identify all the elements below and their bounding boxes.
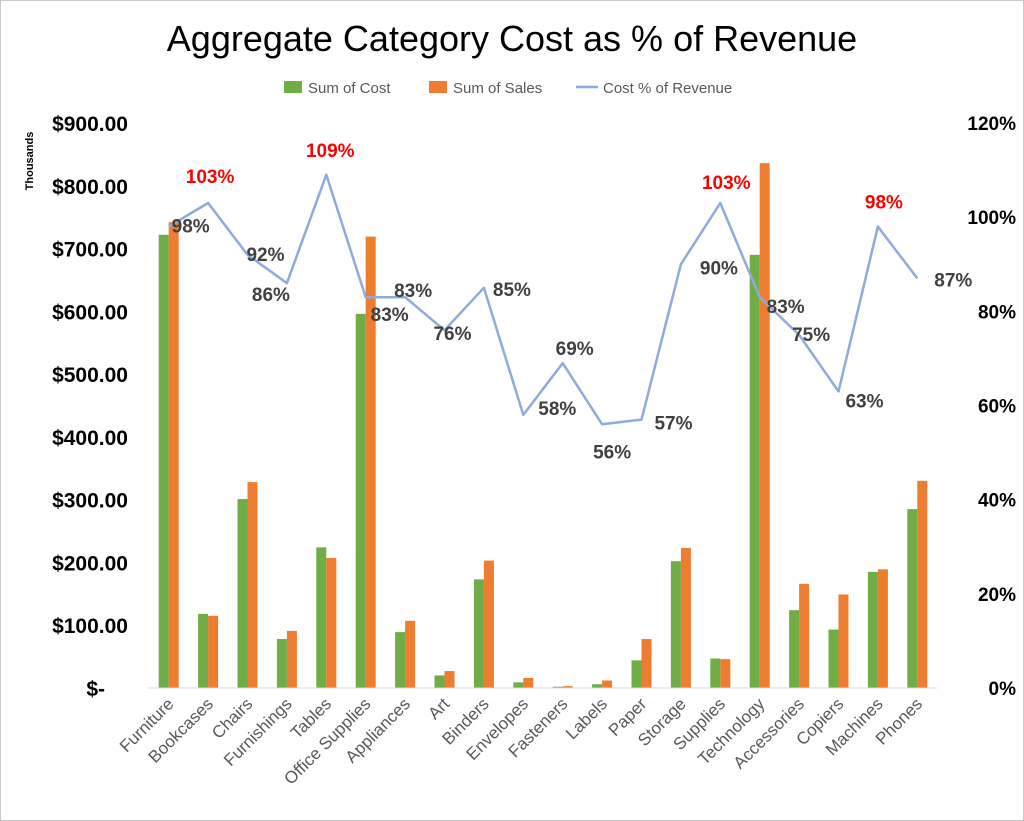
bar-sum-of-cost [828,629,839,688]
bar-sum-of-cost [907,509,918,688]
bar-sum-of-cost [749,254,760,689]
bar-sum-of-sales [365,236,376,688]
legend-label: Sum of Cost [308,80,391,97]
legend: Sum of Cost Sum of Sales Cost % of Revenue [284,80,732,97]
y-right-tick-label: 60% [978,397,1016,418]
data-label: 109% [306,141,355,162]
bar-sum-of-cost [670,561,681,688]
bar-sum-of-sales [208,615,219,688]
data-label: 76% [433,324,471,345]
data-label: 83% [767,297,805,318]
bar-sum-of-sales [602,680,613,688]
bar-sum-of-cost [631,660,642,688]
bar-sum-of-cost [592,684,603,688]
bar-sum-of-sales [877,569,888,688]
bars [158,163,928,689]
data-label: 92% [246,245,284,266]
data-label: 57% [654,414,692,435]
y-left-tick-label: $900.00 [52,113,128,136]
bar-sum-of-cost [513,682,524,688]
bar-sum-of-sales [168,222,179,688]
line-series [168,173,919,426]
bar-sum-of-sales [483,560,494,688]
y-left-tick-label: $- [86,678,105,701]
y-left-tick-label: $600.00 [52,301,128,324]
y-right-tick-label: 0% [989,679,1017,700]
bar-sum-of-sales [917,480,928,688]
y-left-tick-label: $500.00 [52,364,128,387]
bar-sum-of-sales [720,659,731,688]
bar-sum-of-cost [395,632,406,688]
data-label: 98% [172,217,210,238]
data-label: 103% [702,173,751,194]
x-axis: FurnitureBookcasesChairsFurnishingsTable… [116,694,926,788]
y-left-tick-label: $300.00 [52,490,128,513]
bar-sum-of-sales [405,620,416,688]
x-tick-label: Art [425,694,454,723]
bar-sum-of-cost [710,658,721,688]
data-label: 58% [538,399,576,420]
bar-sum-of-cost [867,571,878,688]
legend-label: Sum of Sales [453,80,542,97]
data-label: 75% [792,325,830,346]
bar-sum-of-sales [562,686,573,688]
bar-sum-of-cost [473,579,484,688]
bar-sum-of-cost [316,547,327,688]
bar-sum-of-cost [198,613,209,688]
data-label: 56% [593,442,631,463]
y-axis-unit-label: Thousands [24,132,36,191]
y-axis-right: 0% 20% 40% 60% 80% 100% 120% [967,114,1016,700]
bar-sum-of-sales [247,482,258,688]
bar-sum-of-sales [838,594,849,688]
y-axis-left: $- $100.00 $200.00 $300.00 $400.00 $500.00 $60… [52,113,128,701]
bar-sum-of-cost [276,639,287,688]
data-label: 63% [845,391,883,412]
bar-sum-of-sales [444,671,455,688]
bar-sum-of-cost [552,686,563,688]
bar-sum-of-sales [286,630,297,688]
data-label: 90% [700,258,738,279]
bar-sum-of-cost [158,234,169,688]
bar-sum-of-sales [326,558,337,688]
data-label: 86% [252,285,290,306]
legend-swatch [284,81,302,93]
bar-sum-of-sales [680,548,691,688]
data-label: 103% [186,167,235,188]
y-right-tick-label: 100% [967,208,1016,229]
bar-sum-of-sales [523,677,534,688]
y-left-tick-label: $700.00 [52,239,128,262]
bar-sum-of-sales [759,163,770,688]
bar-sum-of-cost [789,610,800,688]
data-label: 98% [865,193,903,214]
y-left-tick-label: $800.00 [52,176,128,199]
data-label: 69% [556,339,594,360]
x-tick-label: Labels [562,694,611,743]
data-label: 83% [371,305,409,326]
y-right-tick-label: 80% [978,302,1016,323]
data-label: 85% [493,280,531,301]
bar-sum-of-cost [237,499,248,688]
bar-sum-of-sales [641,639,652,688]
y-right-tick-label: 20% [978,585,1016,606]
bar-sum-of-cost [434,675,445,688]
data-label: 87% [934,270,972,291]
legend-label: Cost % of Revenue [603,80,732,97]
y-left-tick-label: $200.00 [52,552,128,575]
cost-pct-line [168,173,919,426]
data-label: 83% [394,281,432,302]
data-labels: 98% 103% 92% 86% 109% 83% 83% 76% 85% 58% 69% 56% 57… [172,141,973,464]
chart-title: Aggregate Category Cost as % of Revenue [167,18,857,59]
y-right-tick-label: 120% [967,114,1016,135]
y-left-tick-label: $400.00 [52,427,128,450]
bar-sum-of-cost [355,313,366,688]
y-left-tick-label: $100.00 [52,615,128,638]
legend-swatch [429,81,447,93]
y-right-tick-label: 40% [978,491,1016,512]
bar-sum-of-sales [799,583,810,688]
